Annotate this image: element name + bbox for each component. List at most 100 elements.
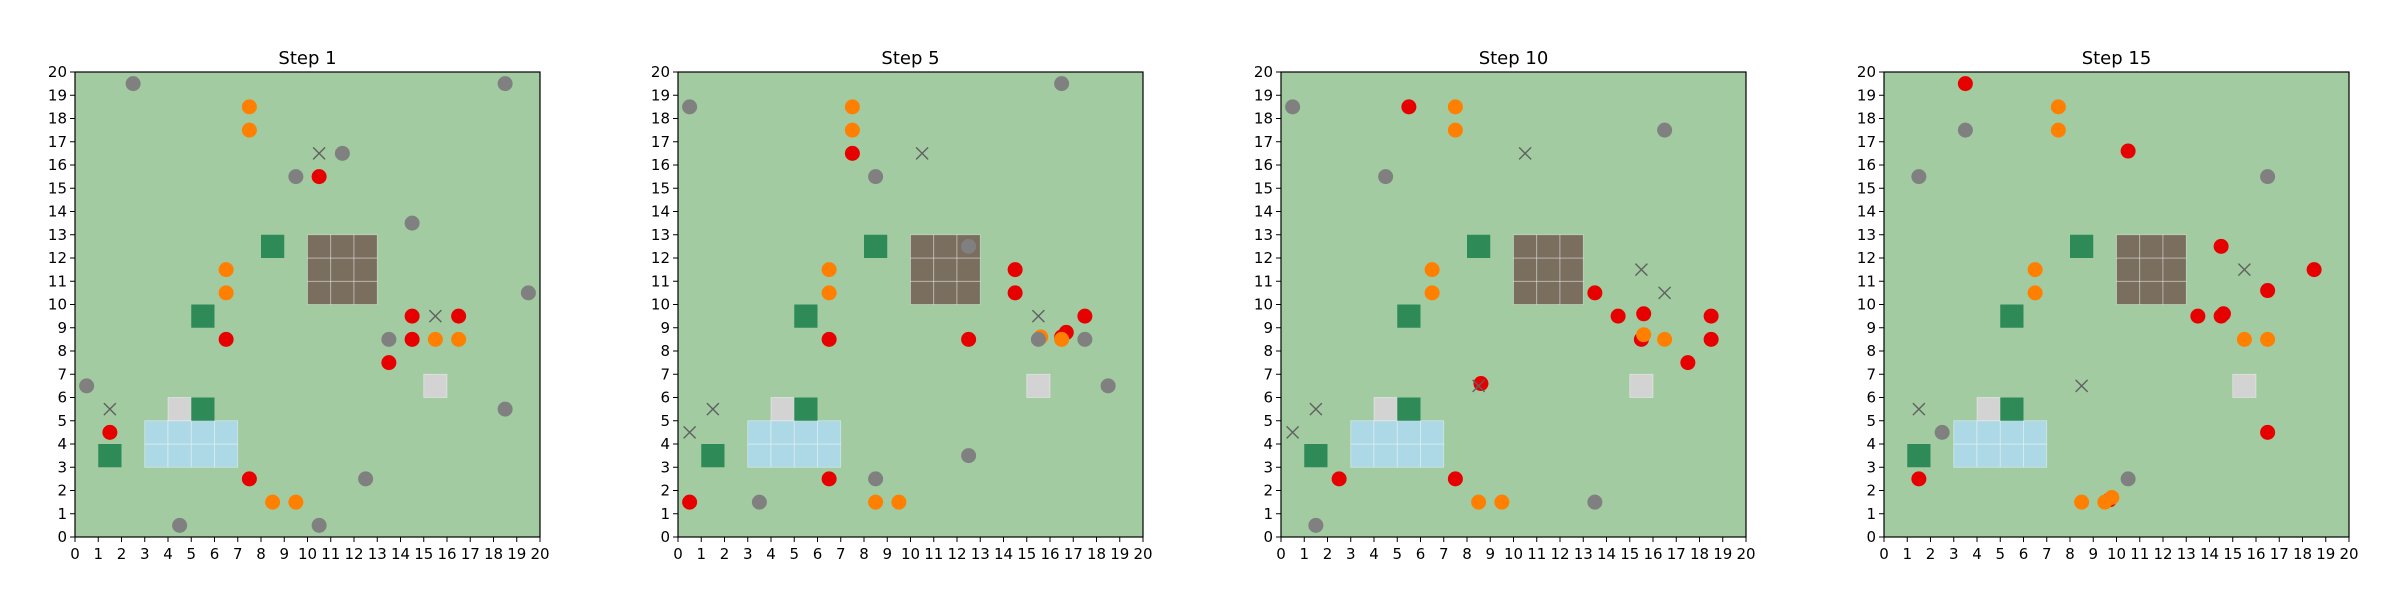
water-tile [1396,420,1421,445]
obstacle-tile [910,280,935,305]
water-tile [144,443,169,468]
orange-dot [1657,331,1673,347]
orange-dot [1471,494,1487,510]
green-tile [191,304,215,328]
x-tick-label: 13 [368,545,387,563]
gray-dot [334,145,350,161]
red-dot [404,331,420,347]
obstacle-tile [1559,280,1584,305]
orange-dot [451,331,467,347]
light-tile [1373,397,1398,422]
obstacle-tile [1559,257,1584,282]
y-tick-label: 17 [1254,133,1273,151]
y-tick-label: 14 [48,203,67,221]
gray-dot [1100,378,1116,394]
y-tick-label: 15 [1254,179,1273,197]
obstacle-tile [307,234,332,259]
chart-title: Step 10 [1479,48,1549,69]
obstacle-tile [910,257,935,282]
y-tick-label: 11 [48,272,67,290]
red-dot [821,331,837,347]
x-tick-label: 9 [2088,545,2098,563]
x-tick-label: 6 [210,545,220,563]
x-tick-label: 8 [859,545,869,563]
x-tick-label: 19 [1713,545,1732,563]
chart-title: Step 5 [881,48,939,69]
orange-dot [288,494,304,510]
y-tick-label: 20 [48,63,67,81]
water-tile [1396,443,1421,468]
y-tick-label: 14 [651,203,670,221]
y-tick-label: 15 [48,179,67,197]
obstacle-tile [1536,234,1561,259]
x-tick-label: 0 [1879,545,1889,563]
y-tick-label: 12 [48,249,67,267]
y-tick-label: 12 [651,249,670,267]
x-tick-label: 7 [1439,545,1449,563]
y-tick-label: 7 [1866,365,1876,383]
water-tile [1373,420,1398,445]
red-dot [1331,471,1347,487]
orange-dot [1424,262,1440,278]
y-tick-label: 13 [1857,226,1876,244]
red-dot [102,424,118,440]
x-tick-label: 4 [1369,545,1379,563]
green-tile [1397,397,1421,421]
red-dot [1636,306,1652,322]
red-dot [2306,262,2322,278]
orange-dot [1494,494,1510,510]
y-tick-label: 5 [1263,412,1273,430]
x-marker [1309,402,1323,416]
y-tick-label: 19 [1857,86,1876,104]
gray-dot [288,169,304,185]
x-tick-label: 15 [1017,545,1036,563]
y-tick-label: 16 [48,156,67,174]
red-dot [2190,308,2206,324]
y-tick-label: 17 [48,133,67,151]
y-tick-label: 11 [1254,272,1273,290]
obstacle-tile [2139,257,2164,282]
y-tick-label: 7 [1263,365,1273,383]
x-marker [428,309,442,323]
x-tick-label: 8 [256,545,266,563]
chart-title: Step 1 [278,48,336,69]
obstacle-tile [307,257,332,282]
water-tile [1373,443,1398,468]
orange-dot [427,331,443,347]
x-tick-label: 11 [1527,545,1546,563]
y-tick-label: 6 [57,389,67,407]
gray-dot [1957,122,1973,138]
orange-dot [2074,494,2090,510]
gray-dot [1911,169,1927,185]
gray-dot [311,517,327,533]
y-tick-label: 3 [1866,458,1876,476]
red-dot [1911,471,1927,487]
gray-dot [381,331,397,347]
obstacle-tile [353,280,378,305]
x-tick-label: 6 [1416,545,1426,563]
water-tile [747,443,772,468]
y-tick-label: 0 [1263,528,1273,546]
red-dot [2215,306,2231,322]
red-dot [1007,262,1023,278]
x-tick-label: 1 [696,545,706,563]
x-tick-label: 0 [673,545,683,563]
gray-dot [404,215,420,231]
y-tick-label: 2 [1263,482,1273,500]
y-tick-label: 16 [651,156,670,174]
orange-dot [218,262,234,278]
red-dot [2260,283,2276,299]
red-dot [821,471,837,487]
gray-dot [358,471,374,487]
gray-dot [1077,331,1093,347]
x-marker [683,425,697,439]
x-tick-label: 19 [507,545,526,563]
x-tick-label: 2 [1323,545,1333,563]
x-tick-label: 20 [2339,545,2358,563]
x-tick-label: 15 [1620,545,1639,563]
water-tile [214,420,239,445]
red-dot [682,494,698,510]
obstacle-tile [307,280,332,305]
orange-dot [2027,285,2043,301]
